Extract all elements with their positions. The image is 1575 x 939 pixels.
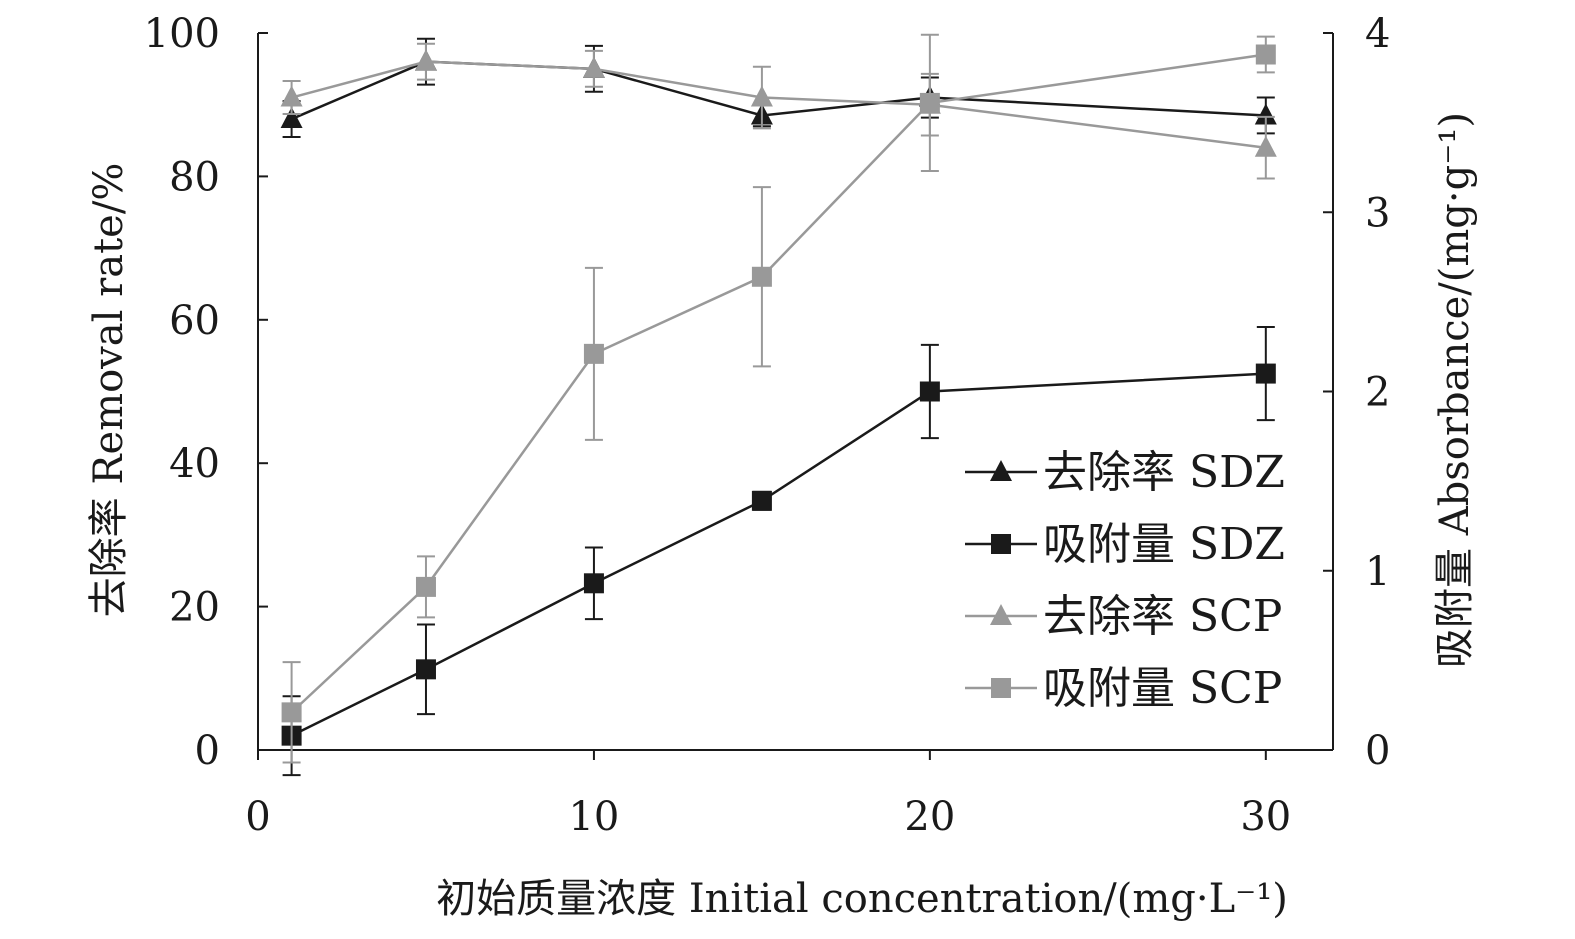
y-tick-right-label: 0 xyxy=(1365,728,1390,774)
y-tick-right-label: 2 xyxy=(1365,370,1390,416)
legend-entry-2: 吸附量 SDZ xyxy=(965,519,1285,570)
series-1 xyxy=(280,37,1277,138)
x-tick-label: 10 xyxy=(568,794,619,840)
series-line xyxy=(290,53,1266,714)
axes xyxy=(257,33,1334,751)
y-tick-left-label: 0 xyxy=(195,728,220,774)
x-tick-label: 20 xyxy=(904,794,955,840)
data-point xyxy=(1254,135,1277,157)
legend-label: 吸附量 SCP xyxy=(1043,663,1282,714)
y-axis-left-title: 去除率 Removal rate/% xyxy=(86,163,132,618)
data-point xyxy=(583,343,604,364)
series-4 xyxy=(281,33,1276,764)
data-point xyxy=(919,381,940,402)
legend-label: 去除率 SCP xyxy=(1043,591,1282,642)
x-tick-label: 0 xyxy=(245,794,270,840)
legend-entry-4: 吸附量 SCP xyxy=(965,663,1282,714)
series-layer xyxy=(280,33,1277,777)
data-point xyxy=(281,702,302,723)
data-point xyxy=(415,576,436,597)
legend-marker xyxy=(990,604,1012,625)
legend-label: 吸附量 SDZ xyxy=(1043,519,1285,570)
legend-marker xyxy=(991,678,1011,698)
y-tick-left-label: 80 xyxy=(169,154,220,200)
data-point xyxy=(280,107,303,129)
y-tick-left-label: 20 xyxy=(169,585,220,631)
data-point xyxy=(751,266,772,287)
y-tick-right-label: 3 xyxy=(1365,190,1390,236)
legend-marker xyxy=(991,534,1011,554)
legend-marker xyxy=(990,460,1012,481)
y-axis-right-title: 吸附量 Absorbance/(mg·g⁻¹) xyxy=(1432,112,1478,668)
legend-entry-1: 去除率 SDZ xyxy=(965,447,1285,498)
y-tick-left-label: 60 xyxy=(169,298,220,344)
data-point xyxy=(583,573,604,594)
data-point xyxy=(414,49,437,71)
series-line xyxy=(291,60,1266,121)
data-point xyxy=(582,56,605,78)
data-point xyxy=(1254,103,1277,125)
x-axis-title: 初始质量浓度 Initial concentration/(mg·L⁻¹) xyxy=(436,876,1288,922)
data-point xyxy=(750,85,773,107)
legend: 去除率 SDZ 吸附量 SDZ 去除率 SCP 吸附量 SCP xyxy=(965,447,1285,714)
data-point xyxy=(1255,44,1276,65)
series-3 xyxy=(280,42,1277,180)
ticks: 0 10 20 30 0 20 40 60 80 100 0 1 2 3 4 xyxy=(144,11,1391,840)
series-line xyxy=(291,372,1266,737)
legend-entry-3: 去除率 SCP xyxy=(965,591,1282,642)
series-2 xyxy=(281,325,1276,777)
y-tick-right-label: 1 xyxy=(1365,549,1390,595)
y-tick-left-label: 100 xyxy=(144,11,220,57)
x-tick-label: 30 xyxy=(1240,794,1291,840)
data-point xyxy=(415,659,436,680)
legend-label: 去除率 SDZ xyxy=(1043,447,1285,498)
data-point xyxy=(280,85,303,107)
data-point xyxy=(751,490,772,511)
series-line xyxy=(291,60,1266,149)
y-tick-left-label: 40 xyxy=(169,441,220,487)
data-point xyxy=(919,92,940,113)
y-tick-right-label: 4 xyxy=(1365,11,1390,57)
data-point xyxy=(1255,363,1276,384)
